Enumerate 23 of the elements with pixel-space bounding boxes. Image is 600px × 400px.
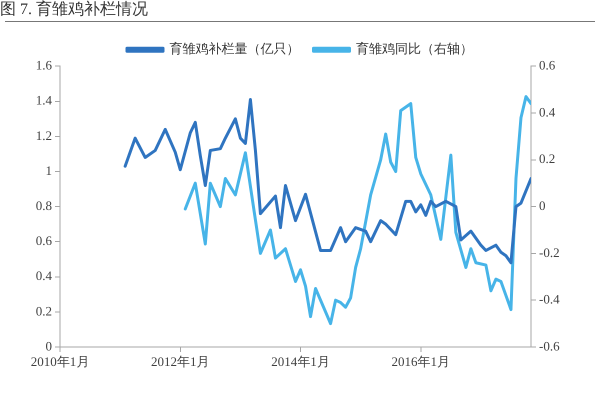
y2-tick-label: 0.2: [539, 151, 556, 166]
y-tick-label: 1.6: [36, 58, 52, 73]
y2-tick-label: 0.4: [539, 104, 556, 120]
x-tick-label: 2014年1月: [271, 354, 330, 370]
y-tick-label: 1.4: [36, 92, 52, 108]
y2-tick-label: -0.2: [539, 244, 560, 260]
y-tick-label: 0.6: [36, 233, 52, 248]
y-tick-label: 0.2: [36, 303, 52, 318]
y2-tick-label: 0: [539, 198, 546, 214]
y-tick-label: 1.2: [36, 128, 52, 143]
x-tick-label: 2016年1月: [392, 354, 450, 370]
y2-tick-label: -0.4: [539, 292, 560, 307]
chart-title: 图 7. 育雏鸡补栏情况: [0, 0, 148, 18]
legend-label: 育雏鸡同比（右轴）: [356, 41, 473, 56]
y-tick-label: 1: [46, 162, 52, 178]
x-tick-label: 2012年1月: [151, 354, 210, 370]
legend-label: 育雏鸡补栏量（亿只）: [170, 41, 300, 56]
y-tick-label: 0.4: [36, 268, 52, 284]
x-tick-label: 2010年1月: [30, 354, 90, 370]
y-tick-label: 0: [46, 338, 52, 354]
y-tick-label: 0.8: [36, 198, 52, 214]
y2-tick-label: 0.6: [539, 58, 556, 73]
y2-tick-label: -0.6: [539, 338, 560, 354]
